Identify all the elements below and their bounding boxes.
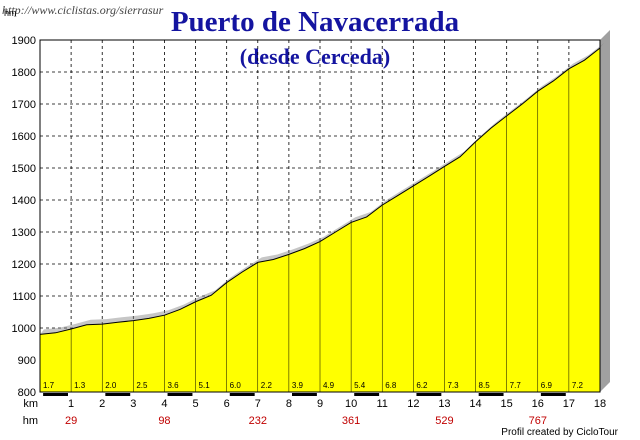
source-url: http://www.ciclistas.org/sierrasur	[2, 3, 164, 17]
segment-gradient-label: 6.8	[385, 381, 397, 390]
x-tick-label: 4	[161, 398, 167, 410]
x-tick-label: 18	[594, 398, 606, 410]
segment-gradient-label: 1.7	[43, 381, 55, 390]
scale-bar-segment	[478, 393, 504, 396]
x-tick-label: 9	[317, 398, 323, 410]
profile-area	[40, 48, 600, 392]
chart-title: Puerto de Navacerrada	[170, 6, 460, 38]
scale-bar-segment	[229, 393, 255, 396]
cumulative-climb-label: 98	[158, 415, 170, 427]
cumulative-climb-label: 767	[529, 415, 547, 427]
x-axis-unit: km	[23, 398, 38, 410]
segment-gradient-label: 5.4	[354, 381, 366, 390]
y-tick-label: 1900	[12, 35, 36, 47]
x-tick-label: 15	[501, 398, 513, 410]
plot-back-wall	[600, 30, 610, 392]
x-tick-label: 13	[438, 398, 450, 410]
y-tick-label: 1700	[12, 99, 36, 111]
y-tick-label: 900	[18, 355, 36, 367]
x-tick-label: 16	[532, 398, 544, 410]
x-tick-label: 6	[224, 398, 230, 410]
segment-gradient-label: 2.0	[105, 381, 117, 390]
segment-gradient-label: 1.3	[74, 381, 86, 390]
scale-bar-segment	[167, 393, 193, 396]
cumulative-climb-label: 29	[65, 415, 77, 427]
y-tick-label: 1600	[12, 131, 36, 143]
segment-gradient-label: 6.9	[541, 381, 553, 390]
x-tick-label: 7	[255, 398, 261, 410]
y-tick-label: 800	[18, 387, 36, 399]
scale-bar-segment	[292, 393, 317, 396]
y-tick-label: 1500	[12, 163, 36, 175]
y-tick-label: 1800	[12, 67, 36, 79]
hm-row-label: hm	[23, 415, 38, 427]
plot-frame	[39, 39, 601, 393]
x-tick-label: 14	[469, 398, 481, 410]
cumulative-climb-label: 529	[435, 415, 453, 427]
y-axis-unit: hm	[4, 8, 17, 18]
y-tick-label: 1300	[12, 227, 36, 239]
scale-bar-segment	[354, 393, 380, 396]
cumulative-climb-label: 232	[249, 415, 267, 427]
segment-gradient-label: 3.9	[292, 381, 304, 390]
scale-bar-segment	[540, 393, 566, 396]
x-tick-label: 11	[377, 398, 388, 410]
y-tick-label: 1100	[12, 291, 36, 303]
segment-gradient-label: 4.9	[323, 381, 335, 390]
segment-gradient-label: 6.2	[416, 381, 428, 390]
y-tick-label: 1200	[12, 259, 36, 271]
segment-gradient-label: 8.5	[479, 381, 491, 390]
segment-gradient-label: 7.2	[572, 381, 584, 390]
scale-bar-segment	[105, 393, 131, 396]
x-tick-label: 2	[99, 398, 105, 410]
segment-gradient-label: 6.0	[230, 381, 242, 390]
x-tick-label: 3	[130, 398, 136, 410]
segment-gradient-label: 2.2	[261, 381, 273, 390]
segment-gradient-label: 3.6	[167, 381, 179, 390]
x-tick-label: 5	[192, 398, 198, 410]
segment-gradient-label: 5.1	[199, 381, 211, 390]
x-tick-label: 1	[68, 398, 74, 410]
profile-line	[39, 47, 601, 335]
segment-gradient-label: 7.7	[510, 381, 522, 390]
y-tick-label: 1000	[12, 323, 36, 335]
segment-gradient-label: 2.5	[136, 381, 148, 390]
scale-bar-segment	[416, 393, 442, 396]
scale-bar-segment	[43, 393, 68, 396]
x-tick-label: 8	[286, 398, 292, 410]
x-tick-label: 10	[345, 398, 357, 410]
x-tick-label: 17	[563, 398, 575, 410]
y-tick-label: 1400	[12, 195, 36, 207]
segment-gradient-label: 7.3	[447, 381, 459, 390]
cumulative-climb-label: 361	[342, 415, 360, 427]
credit-text: Profil created by CicloTour	[501, 427, 618, 438]
x-tick-label: 12	[407, 398, 419, 410]
chart-subtitle: (desde Cerceda)	[239, 44, 391, 69]
